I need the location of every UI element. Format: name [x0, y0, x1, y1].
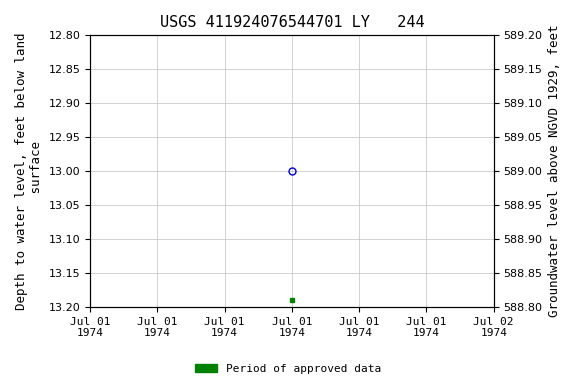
- Y-axis label: Depth to water level, feet below land
 surface: Depth to water level, feet below land su…: [15, 32, 43, 310]
- Title: USGS 411924076544701 LY   244: USGS 411924076544701 LY 244: [160, 15, 425, 30]
- Y-axis label: Groundwater level above NGVD 1929, feet: Groundwater level above NGVD 1929, feet: [548, 25, 561, 318]
- Legend: Period of approved data: Period of approved data: [191, 359, 385, 379]
